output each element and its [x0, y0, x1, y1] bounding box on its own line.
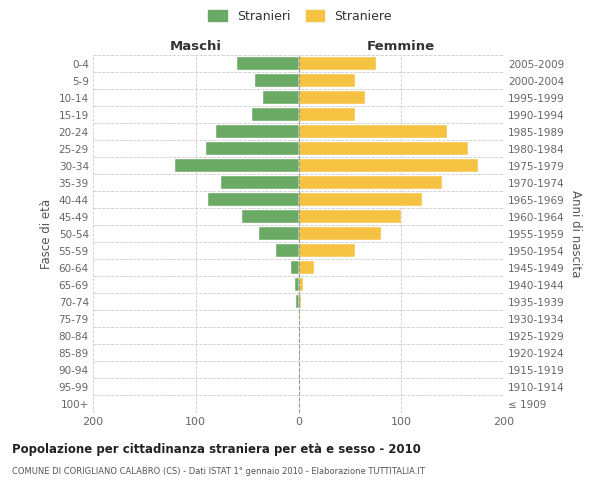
Legend: Stranieri, Straniere: Stranieri, Straniere [205, 6, 395, 26]
Bar [263, 91, 299, 104]
Bar [299, 261, 314, 274]
Bar [259, 227, 299, 240]
Bar [208, 193, 299, 206]
Text: Maschi: Maschi [170, 40, 222, 52]
Text: COMUNE DI CORIGLIANO CALABRO (CS) - Dati ISTAT 1° gennaio 2010 - Elaborazione TU: COMUNE DI CORIGLIANO CALABRO (CS) - Dati… [12, 468, 425, 476]
Bar [299, 176, 442, 190]
Bar [299, 193, 422, 206]
Bar [175, 159, 299, 172]
Bar [299, 295, 301, 308]
Bar [237, 57, 299, 70]
Bar [299, 74, 355, 87]
Y-axis label: Fasce di età: Fasce di età [40, 198, 53, 269]
Bar [292, 261, 299, 274]
Text: Popolazione per cittadinanza straniera per età e sesso - 2010: Popolazione per cittadinanza straniera p… [12, 442, 421, 456]
Bar [206, 142, 299, 156]
Bar [299, 210, 401, 224]
Bar [295, 278, 299, 291]
Bar [299, 125, 448, 138]
Bar [299, 227, 381, 240]
Text: Femmine: Femmine [367, 40, 436, 52]
Bar [299, 91, 365, 104]
Bar [256, 74, 299, 87]
Bar [299, 57, 376, 70]
Bar [299, 278, 302, 291]
Bar [242, 210, 299, 224]
Bar [252, 108, 299, 121]
Y-axis label: Anni di nascita: Anni di nascita [569, 190, 581, 278]
Bar [276, 244, 299, 258]
Bar [299, 142, 468, 156]
Bar [299, 108, 355, 121]
Bar [296, 295, 299, 308]
Bar [221, 176, 299, 190]
Bar [299, 159, 478, 172]
Bar [299, 244, 355, 258]
Bar [217, 125, 299, 138]
